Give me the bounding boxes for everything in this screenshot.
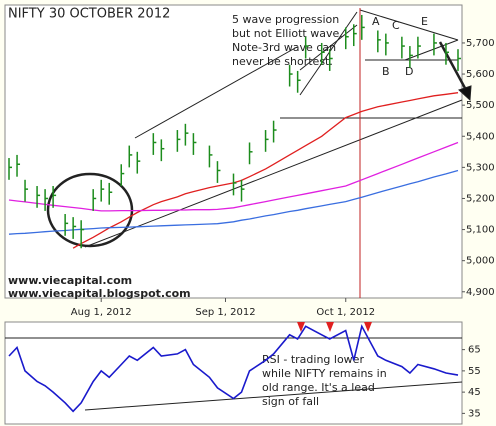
rsi-panel: [4, 321, 463, 425]
moving-average: [8, 141, 459, 212]
chart-title: NIFTY 30 OCTOBER 2012: [8, 7, 170, 22]
y-tick-label: 35: [468, 408, 481, 419]
trendline: [404, 39, 459, 61]
annotation: sign of fall: [262, 395, 319, 408]
wave-label: A: [372, 15, 380, 28]
y-tick-label: 5,600: [466, 69, 495, 80]
wave-label: E: [421, 15, 428, 28]
trendline: [299, 11, 358, 96]
x-tick-label: Aug 1, 2012: [71, 307, 132, 318]
footer-text: www.viecapital.blogspot.com: [8, 287, 191, 300]
y-tick-label: 5,100: [466, 225, 495, 236]
y-tick-label: 55: [468, 366, 481, 377]
trendline: [299, 24, 358, 71]
y-tick-label: 45: [468, 387, 481, 398]
drawings: [5, 8, 472, 411]
annotation: never be shortest.: [232, 55, 333, 68]
annotation: 5 wave progression: [232, 13, 339, 26]
moving-average: [72, 92, 459, 249]
x-tick-label: Oct 1, 2012: [316, 307, 375, 318]
footer-text: www.viecapital.com: [8, 274, 132, 287]
arrow: [438, 41, 468, 91]
annotation: Note-3rd wave can: [232, 41, 336, 54]
rsi-line: [8, 324, 459, 413]
y-tick-label: 5,300: [466, 162, 495, 173]
rsi-marker: [364, 322, 372, 332]
y-tick-label: 65: [468, 345, 481, 356]
trendline: [134, 46, 298, 139]
trendline: [84, 99, 463, 248]
y-tick-label: 5,000: [466, 256, 495, 267]
rsi-marker: [297, 322, 305, 332]
y-tick-label: 4,900: [466, 287, 495, 298]
wave-label: D: [405, 65, 413, 78]
wave-label: C: [392, 19, 400, 32]
annotation: old range. It's a lead: [262, 381, 375, 394]
annotation: while NIFTY remains in: [262, 367, 387, 380]
wave-label: B: [382, 65, 390, 78]
trendline: [359, 9, 459, 41]
y-tick-label: 5,700: [466, 38, 495, 49]
y-tick-label: 5,500: [466, 100, 495, 111]
annotation: RSI - trading lower: [262, 353, 364, 366]
y-tick-label: 5,400: [466, 131, 495, 142]
rsi-marker: [326, 322, 334, 332]
x-tick-label: Sep 1, 2012: [195, 307, 255, 318]
rsi-trendline: [84, 381, 463, 411]
arrow-head: [458, 85, 472, 102]
annotation: but not Elliott wave.: [232, 27, 343, 40]
y-tick-label: 5,200: [466, 193, 495, 204]
